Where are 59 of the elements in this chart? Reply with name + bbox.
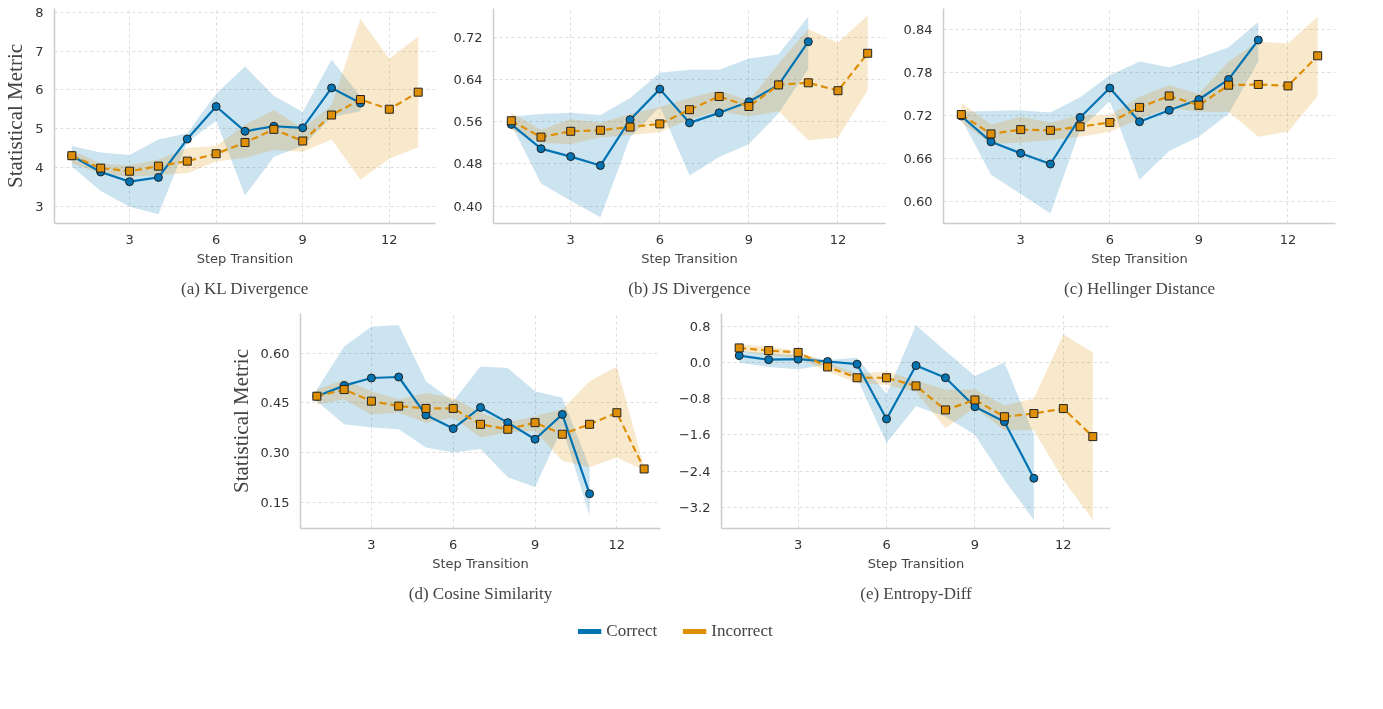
y-tick-label: 0.72	[903, 107, 933, 123]
y-tick-label: 0.66	[903, 150, 933, 166]
x-tick-label: 3	[793, 536, 803, 552]
y-tick-label: −2.4	[678, 463, 711, 479]
y-tick-label: 0.0	[689, 354, 711, 370]
x-axis-title: Step Transition	[641, 250, 738, 266]
y-tick-label: 3	[35, 198, 44, 214]
x-tick-label: 3	[1016, 231, 1025, 247]
y-tick-label: 0.8	[689, 318, 711, 334]
x-axis-title: Step Transition	[1091, 250, 1188, 266]
y-tick-label: 0.72	[453, 29, 483, 45]
y-tick-label: 0.84	[903, 21, 933, 37]
x-tick-label: 9	[298, 231, 307, 247]
y-tick-label: −3.2	[678, 499, 711, 515]
legend-label: Incorrect	[711, 621, 773, 641]
x-axis-title: Step Transition	[867, 555, 965, 571]
y-tick-label: 0.30	[260, 444, 290, 460]
legend-label: Correct	[606, 621, 658, 641]
y-tick-label: 0.48	[453, 156, 483, 172]
y-tick-label: 6	[35, 82, 44, 98]
y-tick-label: 0.78	[903, 64, 933, 80]
y-tick-label: 8	[35, 4, 44, 20]
text: (e) Entropy-Diff	[860, 583, 973, 603]
x-tick-label: 12	[608, 536, 626, 552]
y-tick-label: −1.6	[678, 427, 711, 443]
y-axis-title: Statistical Metric	[3, 43, 28, 189]
x-tick-label: 3	[566, 231, 575, 247]
x-tick-label: 3	[125, 231, 134, 247]
y-tick-label: −0.8	[678, 391, 711, 407]
x-axis-title: Step Transition	[196, 250, 294, 266]
x-tick-label: 12	[1055, 536, 1072, 552]
x-tick-label: 6	[655, 231, 664, 247]
y-tick-label: 7	[35, 43, 44, 59]
x-tick-label: 12	[1279, 231, 1297, 247]
text: (d) Cosine Similarity	[408, 583, 553, 603]
text: (b) JS Divergence	[628, 278, 751, 298]
x-tick-label: 3	[367, 536, 376, 552]
y-tick-label: 5	[35, 121, 44, 137]
x-tick-label: 6	[882, 536, 891, 552]
x-tick-label: 9	[1194, 231, 1204, 247]
y-tick-label: 0.64	[453, 72, 483, 88]
y-tick-label: 0.40	[453, 198, 483, 214]
y-tick-label: 0.56	[453, 114, 483, 130]
y-tick-label: 0.15	[260, 494, 290, 510]
y-tick-label: 0.60	[903, 193, 933, 209]
y-axis-title: Statistical Metric	[228, 348, 253, 494]
x-axis-title: Step Transition	[432, 555, 529, 571]
x-tick-label: 9	[970, 536, 980, 552]
y-tick-label: 0.60	[260, 345, 290, 361]
x-tick-label: 6	[212, 231, 221, 247]
y-tick-label: 0.45	[260, 395, 290, 411]
text: (a) KL Divergence	[180, 278, 309, 298]
x-tick-label: 9	[530, 536, 540, 552]
y-tick-label: 4	[35, 159, 44, 175]
x-tick-label: 12	[829, 231, 847, 247]
x-tick-label: 12	[381, 231, 398, 247]
text: (c) Hellinger Distance	[1063, 278, 1216, 298]
x-tick-label: 9	[744, 231, 754, 247]
x-tick-label: 6	[1105, 231, 1114, 247]
